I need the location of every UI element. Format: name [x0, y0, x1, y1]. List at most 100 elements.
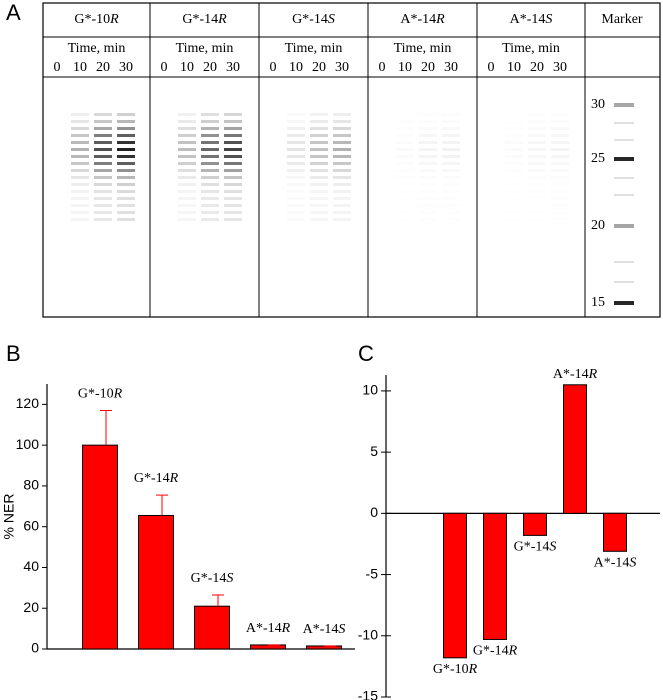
- y-tick-label: -10: [358, 626, 378, 642]
- gel-band: [224, 176, 242, 179]
- gel-band: [442, 148, 460, 151]
- lane-label: G*-14R: [182, 12, 227, 27]
- gel-frame: [42, 2, 661, 318]
- gel-band: [396, 183, 414, 186]
- time-value: 0: [379, 60, 386, 75]
- gel-band: [310, 127, 328, 130]
- gel-band: [117, 155, 135, 158]
- gel-band: [442, 134, 460, 137]
- gel-band: [505, 162, 523, 165]
- gel-band: [333, 155, 351, 158]
- gel-band: [117, 162, 135, 165]
- gel-band: [419, 134, 437, 137]
- gel-band: [201, 162, 219, 165]
- gel-band: [551, 127, 569, 130]
- gel-band: [94, 183, 112, 186]
- gel-band: [528, 183, 546, 186]
- gel-band: [287, 155, 305, 158]
- panel-label: B: [6, 341, 21, 366]
- gel-band: [419, 211, 437, 214]
- gel-band: [178, 197, 196, 200]
- gel-band: [528, 120, 546, 123]
- gel-band: [224, 120, 242, 123]
- gel-band: [201, 183, 219, 186]
- y-tick-label: 20: [23, 599, 39, 615]
- gel-band: [528, 169, 546, 172]
- gel-band: [333, 169, 351, 172]
- gel-band: [528, 176, 546, 179]
- gel-band: [528, 204, 546, 207]
- gel-band: [333, 190, 351, 193]
- gel-band: [94, 155, 112, 158]
- gel-band: [442, 197, 460, 200]
- y-tick-label: -15: [358, 688, 378, 700]
- gel-band: [505, 120, 523, 123]
- gel-band: [396, 218, 414, 221]
- gel-band: [71, 190, 89, 193]
- marker-band: [614, 122, 634, 124]
- gel-band: [224, 127, 242, 130]
- lane-label: G*-10R: [74, 12, 119, 27]
- gel-band: [419, 197, 437, 200]
- gel-band: [117, 141, 135, 144]
- gel-band: [419, 218, 437, 221]
- gel-band: [310, 197, 328, 200]
- gel-band: [442, 183, 460, 186]
- gel-band: [94, 190, 112, 193]
- gel-band: [333, 197, 351, 200]
- gel-band: [505, 113, 523, 116]
- gel-band: [117, 183, 135, 186]
- gel-band: [71, 169, 89, 172]
- gel-band: [201, 134, 219, 137]
- gel-band: [287, 211, 305, 214]
- gel-band: [396, 148, 414, 151]
- time-value: 10: [73, 60, 87, 75]
- gel-band: [551, 134, 569, 137]
- gel-band: [178, 148, 196, 151]
- gel-band: [224, 183, 242, 186]
- gel-band: [287, 204, 305, 207]
- gel-band: [551, 204, 569, 207]
- gel-band: [201, 197, 219, 200]
- gel-band: [224, 162, 242, 165]
- gel-band: [224, 211, 242, 214]
- marker-band: [614, 177, 634, 179]
- gel-band: [505, 169, 523, 172]
- lane-label: G*-14S: [292, 12, 335, 27]
- gel-band: [505, 148, 523, 151]
- gel-band: [419, 176, 437, 179]
- y-tick-label: 40: [23, 558, 39, 574]
- gel-band: [310, 113, 328, 116]
- y-axis-label: % NER: [1, 494, 17, 540]
- time-label: Time, min: [285, 41, 343, 56]
- time-value: 20: [530, 60, 544, 75]
- gel-band: [94, 197, 112, 200]
- gel-band: [419, 190, 437, 193]
- y-tick-label: 0: [31, 640, 39, 656]
- bar-label: G*-14R: [473, 644, 518, 659]
- gel-band: [287, 113, 305, 116]
- gel-band: [505, 197, 523, 200]
- gel-band: [396, 162, 414, 165]
- gel-band: [178, 176, 196, 179]
- gel-band: [419, 204, 437, 207]
- gel-band: [333, 120, 351, 123]
- gel-band: [442, 141, 460, 144]
- bar-label: A*-14S: [303, 622, 346, 637]
- marker-band: [614, 261, 634, 263]
- lane-label: A*-14R: [400, 12, 445, 27]
- gel-band: [419, 183, 437, 186]
- gel-band: [224, 148, 242, 151]
- gel-band: [287, 141, 305, 144]
- gel-band: [201, 218, 219, 221]
- gel-band: [333, 113, 351, 116]
- gel-band: [224, 155, 242, 158]
- gel-band: [505, 127, 523, 130]
- gel-band: [94, 148, 112, 151]
- gel-band: [442, 162, 460, 165]
- gel-band: [551, 218, 569, 221]
- time-value: 30: [335, 60, 349, 75]
- lane-label: A*-14S: [510, 12, 553, 27]
- gel-band: [224, 141, 242, 144]
- gel-band: [201, 155, 219, 158]
